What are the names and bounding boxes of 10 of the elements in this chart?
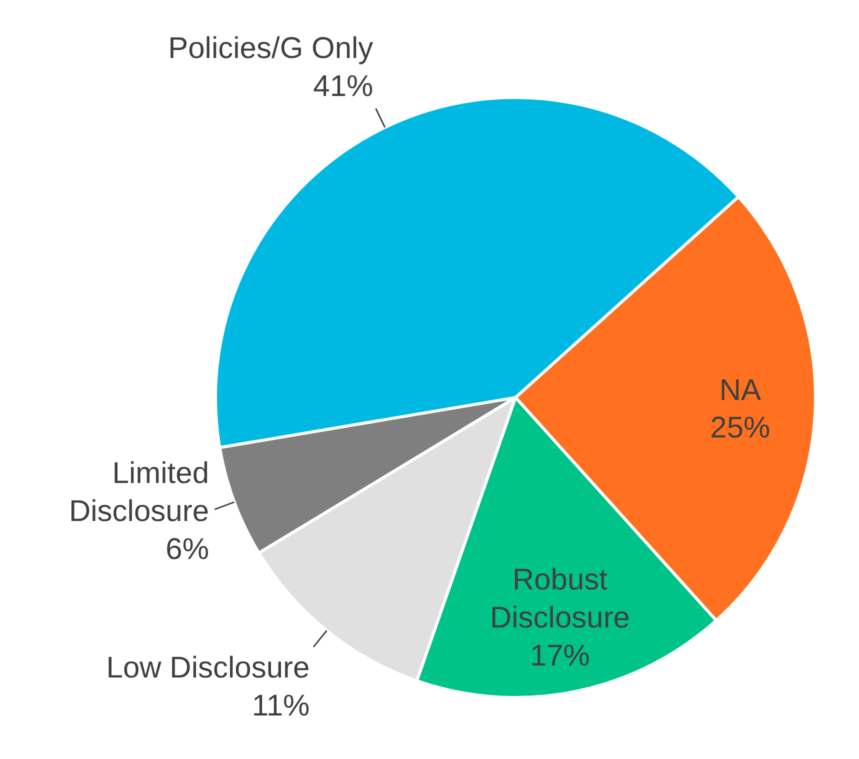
data-label: 25% — [710, 412, 770, 445]
data-label: 17% — [530, 640, 590, 673]
slice-label: Limited Disclosure — [68, 457, 210, 528]
slice-label: Low Disclosure — [106, 652, 310, 685]
data-label: 6% — [166, 532, 210, 566]
data-label: 11% — [252, 690, 310, 723]
slice-label: Robust Disclosure — [490, 564, 630, 635]
data-label: 41% — [313, 70, 374, 104]
slice-label: NA — [719, 374, 762, 407]
slice-label: Policies/G Only — [168, 32, 374, 66]
